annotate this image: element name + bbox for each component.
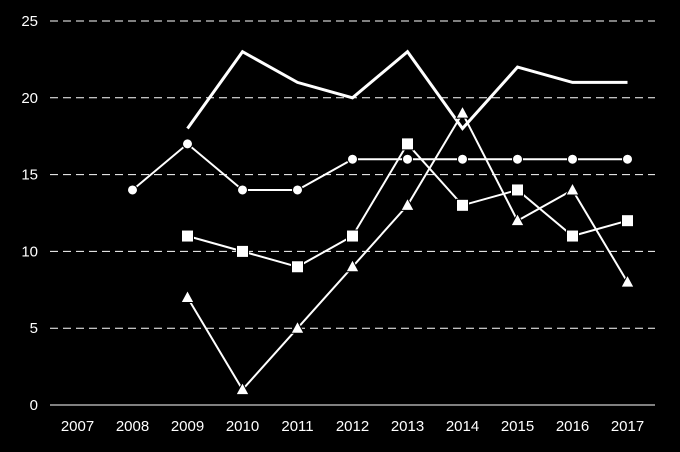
data-point-triangle (290, 320, 305, 334)
marker-group (127, 105, 635, 396)
series-line-2 (131, 142, 628, 191)
x-tick-label: 2015 (501, 418, 534, 435)
data-point-square (456, 198, 469, 212)
data-point-triangle (400, 197, 415, 211)
y-tick-label: 25 (21, 13, 38, 30)
data-point-circle (567, 153, 578, 165)
data-point-circle (622, 153, 633, 165)
data-point-circle (237, 184, 248, 196)
data-point-triangle (345, 258, 360, 273)
data-point-square (236, 244, 249, 258)
data-point-circle (402, 153, 413, 165)
data-point-triangle (455, 105, 470, 119)
x-tick-label: 2011 (281, 418, 313, 435)
data-point-circle (457, 153, 468, 165)
y-tick-label: 15 (21, 167, 38, 184)
series-line-1 (186, 49, 628, 131)
data-point-square (621, 214, 634, 228)
series-group (131, 49, 629, 392)
data-point-square (346, 229, 359, 243)
x-tick-label: 2014 (446, 418, 479, 435)
x-tick-label: 2016 (556, 418, 589, 435)
data-point-triangle (565, 181, 580, 196)
x-tick-label: 2013 (391, 418, 424, 435)
data-point-square (181, 229, 194, 243)
data-point-square (401, 137, 414, 151)
y-tick-label: 20 (21, 90, 38, 107)
data-point-triangle (235, 381, 250, 396)
y-tick-label: 0 (30, 397, 38, 414)
data-point-circle (347, 153, 358, 165)
data-point-square (566, 229, 579, 243)
x-tick-label: 2008 (116, 418, 149, 435)
data-point-triangle (180, 289, 195, 303)
data-point-circle (512, 153, 523, 165)
x-tick-label: 2009 (171, 418, 204, 435)
x-tick-label: 2010 (226, 418, 259, 435)
y-tick-label: 10 (21, 243, 38, 260)
x-tick-label: 2007 (61, 418, 94, 435)
data-point-triangle (510, 212, 525, 227)
x-tick-label: 2012 (336, 418, 369, 435)
y-tick-label: 5 (30, 320, 38, 337)
gridlines (50, 20, 655, 329)
data-point-circle (182, 138, 193, 150)
data-point-triangle (620, 274, 635, 288)
data-point-circle (292, 184, 303, 196)
data-point-circle (127, 184, 138, 196)
x-tick-label: 2017 (611, 418, 644, 435)
data-point-square (511, 183, 524, 197)
axes: 0 5 10 15 20 25 2007 2008 2009 2010 2011 2012 2013 20… (21, 13, 655, 435)
data-point-square (291, 260, 304, 274)
